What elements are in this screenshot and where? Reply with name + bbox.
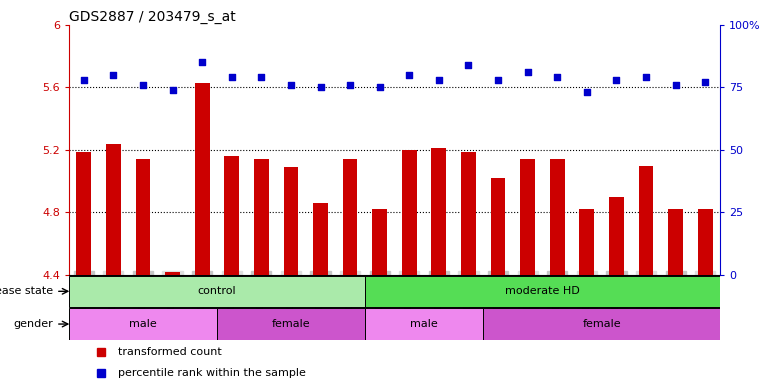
Bar [217, 308, 365, 340]
Bar [668, 209, 683, 275]
Point [492, 77, 504, 83]
Bar [224, 156, 239, 275]
Point [166, 87, 178, 93]
Point [285, 82, 297, 88]
Bar [165, 272, 180, 275]
Bar [136, 159, 150, 275]
Bar [579, 209, 594, 275]
Point [196, 60, 208, 66]
Text: female: female [272, 319, 310, 329]
Bar [342, 159, 358, 275]
Bar [77, 152, 91, 275]
Text: female: female [582, 319, 621, 329]
Bar [372, 209, 387, 275]
Point [374, 84, 386, 91]
Bar [283, 167, 298, 275]
Bar [365, 276, 720, 307]
Point [611, 77, 623, 83]
Bar [491, 178, 506, 275]
Text: transformed count: transformed count [118, 347, 221, 357]
Bar [254, 159, 269, 275]
Bar [69, 308, 217, 340]
Text: GDS2887 / 203479_s_at: GDS2887 / 203479_s_at [69, 10, 236, 24]
Point [433, 77, 445, 83]
Point [640, 74, 652, 81]
Bar [69, 276, 365, 307]
Point [314, 84, 326, 91]
Text: disease state: disease state [0, 286, 53, 296]
Point [522, 70, 534, 76]
Point [107, 72, 119, 78]
Point [699, 79, 712, 86]
Bar [106, 144, 121, 275]
Text: control: control [198, 286, 236, 296]
Point [344, 82, 356, 88]
Point [137, 82, 149, 88]
Bar [461, 152, 476, 275]
Bar [698, 209, 712, 275]
Text: gender: gender [13, 319, 53, 329]
Point [77, 77, 90, 83]
Point [581, 89, 593, 96]
Bar [550, 159, 565, 275]
Point [552, 74, 564, 81]
Bar [313, 203, 328, 275]
Bar [431, 148, 447, 275]
Point [255, 74, 267, 81]
Point [225, 74, 237, 81]
Bar [365, 308, 483, 340]
Bar [609, 197, 624, 275]
Bar [483, 308, 720, 340]
Text: moderate HD: moderate HD [505, 286, 580, 296]
Point [669, 82, 682, 88]
Bar [195, 83, 210, 275]
Text: percentile rank within the sample: percentile rank within the sample [118, 368, 306, 378]
Text: male: male [129, 319, 157, 329]
Bar [639, 166, 653, 275]
Text: male: male [411, 319, 438, 329]
Point [403, 72, 415, 78]
Point [463, 62, 475, 68]
Bar [402, 150, 417, 275]
Bar [520, 159, 535, 275]
